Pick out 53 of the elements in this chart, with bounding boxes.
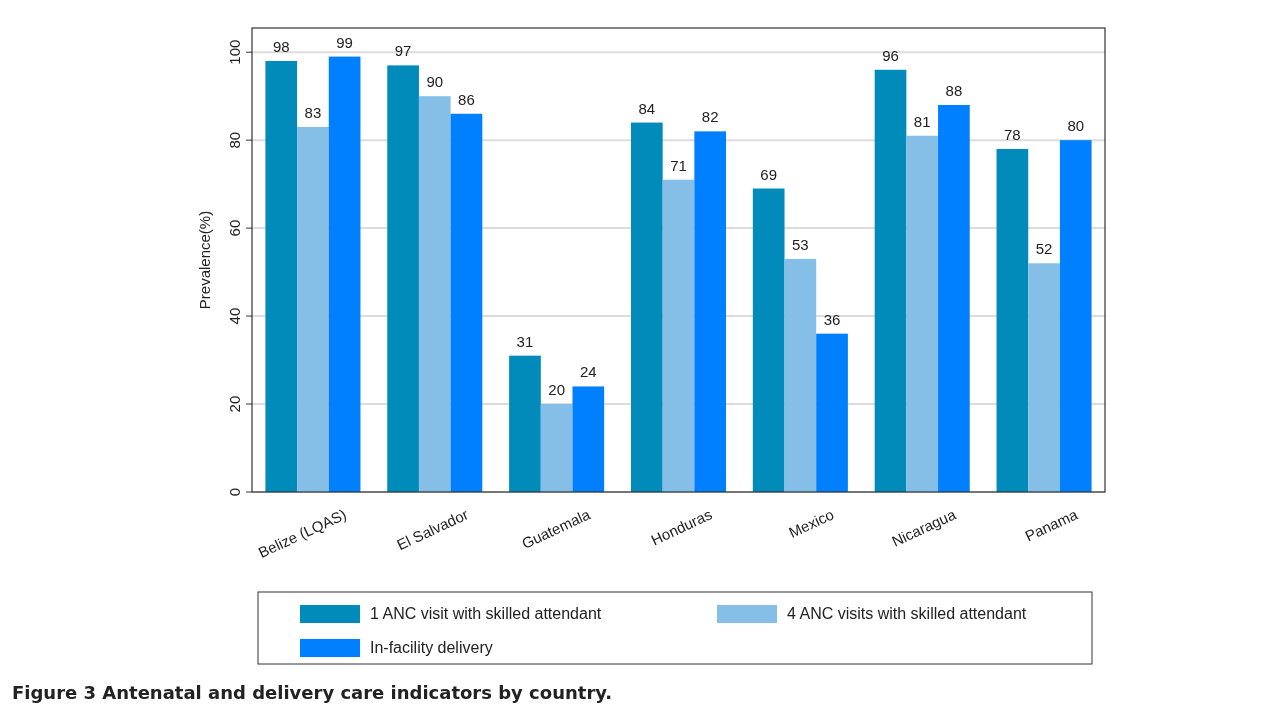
data-label: 83 <box>304 103 322 121</box>
bar <box>509 355 541 492</box>
bar <box>387 65 419 492</box>
data-label: 88 <box>945 81 963 99</box>
bar <box>265 60 298 492</box>
data-label: 80 <box>1067 117 1085 135</box>
legend-label: 4 ANC visits with skilled attendant <box>787 605 1027 622</box>
data-label: 71 <box>670 156 687 174</box>
y-tick-label: 20 <box>226 395 243 413</box>
bar <box>1059 140 1092 492</box>
data-label: 53 <box>792 235 809 253</box>
y-tick-label: 80 <box>226 131 243 149</box>
data-label: 82 <box>701 108 719 126</box>
data-label: 81 <box>913 112 931 130</box>
data-label: 78 <box>1004 125 1021 143</box>
data-label: 52 <box>1035 240 1053 258</box>
bar <box>1028 263 1060 492</box>
bar <box>662 179 695 492</box>
y-tick-label: 100 <box>226 39 243 65</box>
bar <box>938 104 970 492</box>
bar <box>996 148 1029 492</box>
bar <box>752 188 785 492</box>
bar <box>784 258 817 492</box>
bar <box>540 404 573 492</box>
data-label: 20 <box>548 381 565 399</box>
bar <box>694 131 727 492</box>
bar <box>906 135 939 492</box>
bar <box>630 122 663 492</box>
data-label: 24 <box>579 363 597 381</box>
legend-label: 1 ANC visit with skilled attendant <box>370 605 602 622</box>
y-tick-label: 0 <box>226 487 243 497</box>
data-label: 86 <box>458 90 475 108</box>
legend-label: In-facility delivery <box>370 639 493 656</box>
y-axis-title: Prevalence(%) <box>196 210 213 310</box>
data-label: 84 <box>638 99 656 117</box>
bar <box>572 386 605 492</box>
data-label: 98 <box>272 37 290 55</box>
bar <box>874 69 907 492</box>
data-label: 36 <box>823 310 841 328</box>
bar <box>418 96 451 492</box>
bar <box>450 113 483 492</box>
bar <box>816 333 848 492</box>
text: Figure 3 Antenatal and delivery care indicators by country. <box>12 682 613 703</box>
data-label: 96 <box>882 46 899 64</box>
bar <box>297 126 329 492</box>
data-label: 97 <box>394 42 412 60</box>
bar <box>328 56 361 492</box>
data-label: 90 <box>426 73 444 91</box>
y-tick-label: 60 <box>226 219 243 237</box>
data-label: 99 <box>336 33 353 51</box>
y-tick-label: 40 <box>226 307 243 325</box>
data-label: 69 <box>760 165 778 183</box>
data-label: 31 <box>516 332 534 350</box>
